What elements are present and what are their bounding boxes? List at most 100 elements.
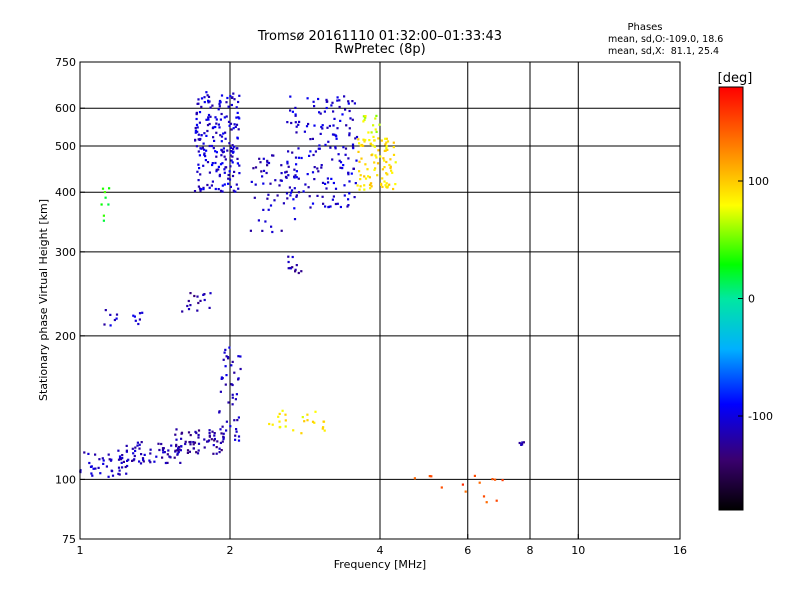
data-point bbox=[229, 154, 232, 157]
data-point bbox=[381, 168, 384, 171]
data-point bbox=[376, 162, 380, 165]
data-point bbox=[197, 133, 200, 136]
data-point bbox=[107, 453, 110, 456]
data-point bbox=[88, 461, 91, 465]
data-point bbox=[214, 187, 217, 191]
data-point bbox=[222, 438, 225, 441]
data-point bbox=[212, 147, 215, 150]
data-point bbox=[186, 451, 189, 454]
data-point bbox=[384, 137, 387, 140]
data-point bbox=[259, 161, 262, 164]
data-point bbox=[228, 170, 231, 173]
data-point bbox=[215, 118, 218, 121]
data-point bbox=[232, 92, 235, 95]
data-point bbox=[205, 149, 208, 152]
data-point bbox=[338, 159, 341, 162]
data-point bbox=[227, 357, 230, 360]
data-point bbox=[374, 117, 377, 120]
data-point bbox=[363, 118, 366, 121]
data-point bbox=[100, 203, 103, 206]
data-point bbox=[291, 266, 294, 269]
data-point bbox=[305, 125, 309, 128]
data-point bbox=[333, 117, 336, 120]
data-point bbox=[461, 483, 464, 486]
data-point bbox=[324, 205, 327, 208]
data-point bbox=[230, 150, 233, 153]
data-point bbox=[125, 449, 128, 452]
data-point bbox=[370, 154, 373, 157]
data-point bbox=[87, 452, 90, 455]
data-point bbox=[180, 431, 184, 434]
data-point bbox=[215, 168, 218, 171]
data-point bbox=[134, 319, 137, 322]
data-point bbox=[140, 453, 143, 456]
data-point bbox=[133, 458, 136, 461]
data-point bbox=[323, 429, 326, 432]
data-point bbox=[223, 155, 226, 158]
data-point bbox=[254, 183, 257, 186]
data-point bbox=[210, 144, 213, 148]
data-point bbox=[389, 166, 392, 170]
data-point bbox=[186, 449, 190, 452]
data-point bbox=[224, 131, 227, 134]
data-point bbox=[227, 401, 230, 404]
data-point bbox=[213, 439, 216, 442]
data-point bbox=[339, 161, 343, 164]
colorbar-tick-label: 100 bbox=[748, 175, 769, 188]
data-point bbox=[233, 123, 236, 126]
data-point bbox=[343, 184, 346, 187]
data-point bbox=[364, 177, 368, 180]
data-point bbox=[390, 169, 393, 172]
data-point bbox=[297, 177, 300, 180]
data-point bbox=[348, 134, 351, 137]
data-point bbox=[231, 151, 235, 154]
data-point bbox=[364, 115, 367, 118]
data-point bbox=[236, 162, 239, 165]
data-point bbox=[385, 141, 388, 144]
data-point bbox=[228, 346, 231, 349]
data-point bbox=[313, 421, 316, 424]
data-point bbox=[360, 157, 363, 160]
data-point bbox=[192, 441, 195, 444]
data-point bbox=[208, 306, 211, 309]
stats-title: Phases bbox=[627, 22, 662, 33]
data-point bbox=[335, 137, 338, 140]
data-point bbox=[287, 255, 290, 258]
data-point bbox=[200, 97, 204, 100]
data-point bbox=[279, 179, 282, 182]
x-tick-label: 6 bbox=[464, 544, 471, 557]
data-point bbox=[353, 196, 356, 199]
y-tick-label: 500 bbox=[55, 140, 76, 153]
data-point bbox=[149, 452, 152, 455]
data-point bbox=[202, 164, 205, 167]
data-point bbox=[363, 184, 366, 187]
data-point bbox=[138, 443, 141, 446]
data-point bbox=[226, 96, 229, 100]
data-point bbox=[197, 301, 200, 305]
data-points bbox=[79, 91, 525, 504]
data-point bbox=[313, 178, 316, 181]
data-point bbox=[230, 103, 233, 107]
data-point bbox=[358, 170, 361, 173]
data-point bbox=[187, 299, 190, 303]
data-point bbox=[213, 139, 216, 142]
data-point bbox=[385, 145, 388, 148]
data-point bbox=[193, 441, 197, 444]
data-point bbox=[342, 146, 345, 149]
data-point bbox=[360, 143, 363, 147]
data-point bbox=[197, 185, 200, 188]
data-point bbox=[284, 413, 287, 416]
data-point bbox=[94, 453, 97, 456]
data-point bbox=[237, 116, 240, 119]
data-point bbox=[205, 91, 208, 94]
data-point bbox=[203, 101, 206, 104]
data-point bbox=[294, 268, 297, 271]
data-point bbox=[92, 467, 95, 470]
data-point bbox=[231, 403, 234, 406]
data-point bbox=[282, 202, 285, 205]
data-point bbox=[218, 105, 221, 108]
data-point bbox=[133, 454, 136, 458]
data-point bbox=[205, 134, 208, 137]
data-point bbox=[332, 124, 335, 127]
data-point bbox=[111, 474, 115, 477]
